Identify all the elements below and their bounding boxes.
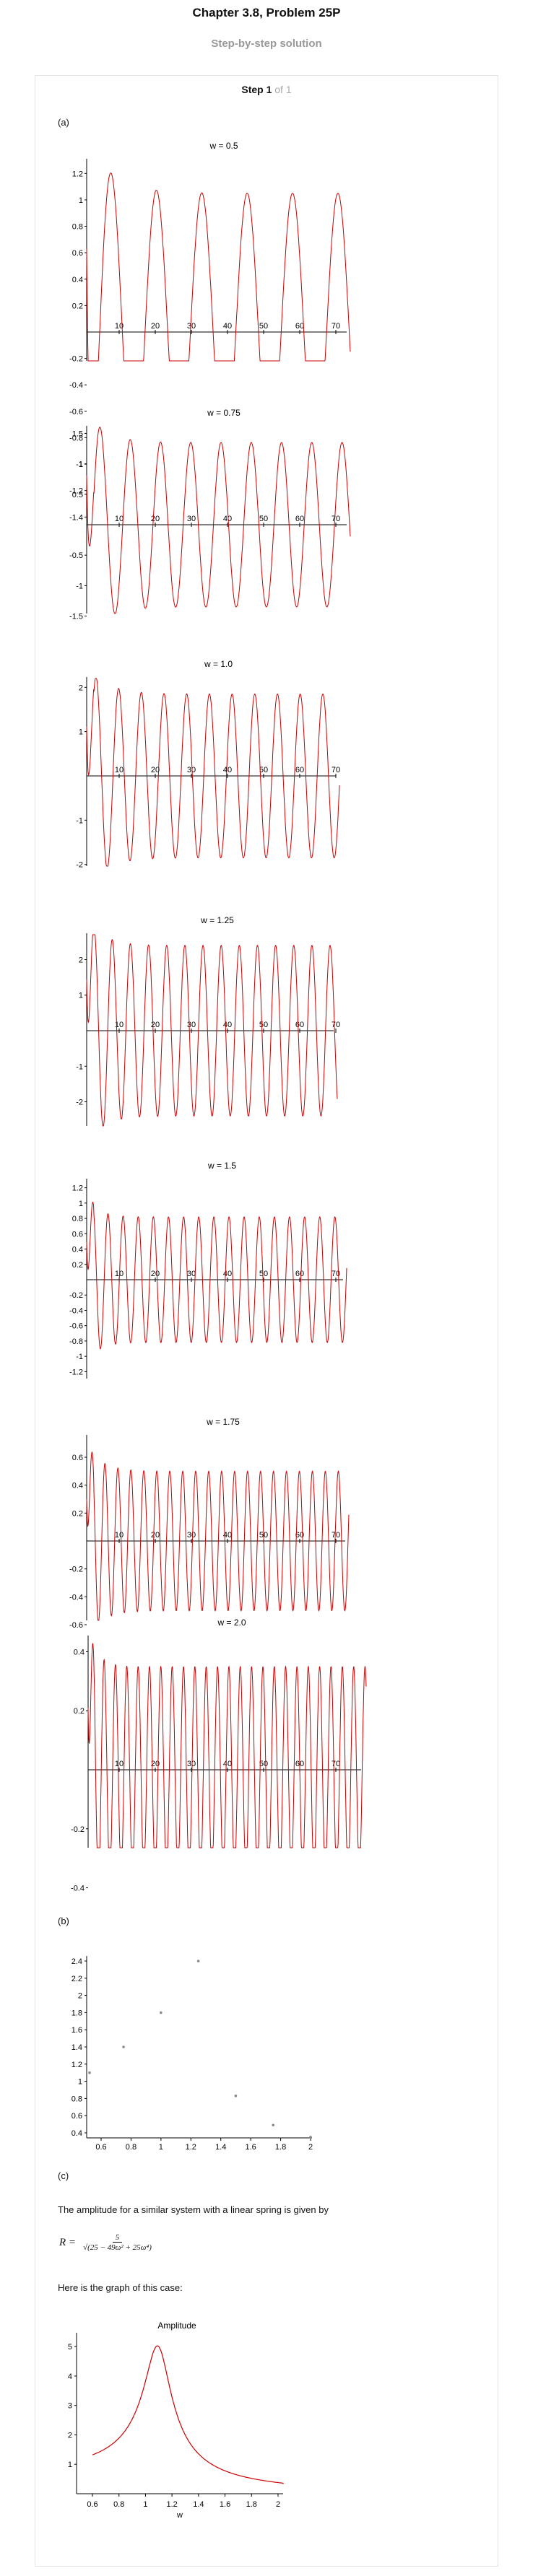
step-label: Step 1 xyxy=(241,84,272,95)
page-title: Chapter 3.8, Problem 25P xyxy=(192,6,341,19)
formula-numerator: 5 xyxy=(112,2233,123,2243)
formula-fraction: 5 √(25 − 49ω² + 25ω⁴) xyxy=(80,2233,155,2253)
part-c-graph-intro: Here is the graph of this case: xyxy=(58,2282,183,2293)
formula-denominator: √(25 − 49ω² + 25ω⁴) xyxy=(83,2243,152,2252)
step-of: of 1 xyxy=(274,84,292,95)
part-b-label: (b) xyxy=(58,1916,69,1926)
amplitude-formula: R = 5 √(25 − 49ω² + 25ω⁴) xyxy=(59,2233,155,2253)
part-c-text: The amplitude for a similar system with … xyxy=(58,2204,329,2215)
solution-card xyxy=(35,75,498,2567)
page-subtitle: Step-by-step solution xyxy=(211,38,322,50)
part-c-label: (c) xyxy=(58,2170,69,2181)
step-indicator: Step 1 of 1 xyxy=(0,84,533,95)
part-a-label: (a) xyxy=(58,117,69,128)
formula-lhs: R = xyxy=(59,2237,77,2248)
